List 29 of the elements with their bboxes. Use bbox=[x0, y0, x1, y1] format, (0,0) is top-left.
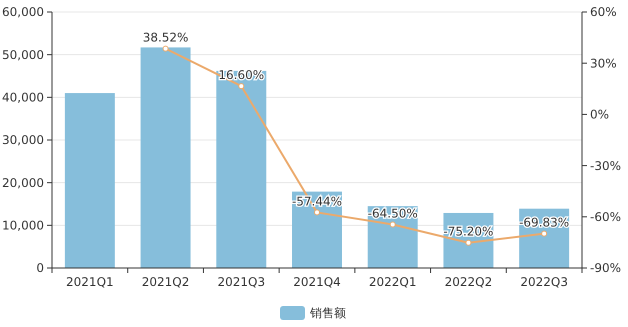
data-label: -75.20% bbox=[443, 224, 494, 239]
bar bbox=[216, 70, 266, 268]
bar bbox=[140, 47, 191, 268]
y2-tick-label: 30% bbox=[590, 56, 617, 70]
data-label: -69.83% bbox=[519, 216, 570, 230]
y-tick-label: 60,000 bbox=[2, 5, 44, 20]
y2-tick-label: -90% bbox=[590, 261, 622, 276]
bar bbox=[64, 93, 115, 268]
data-label: 16.60% bbox=[218, 68, 264, 82]
data-label: 38.52% bbox=[142, 30, 188, 45]
y2-tick-label: -30% bbox=[590, 158, 622, 173]
y2-tick-label: 0% bbox=[590, 108, 610, 122]
y-tick-label: 0 bbox=[36, 261, 44, 276]
x-tick-label: 2022Q3 bbox=[520, 275, 568, 289]
y2-tick-label: -60% bbox=[590, 210, 622, 224]
y-tick-label: 40,000 bbox=[2, 90, 44, 105]
x-tick-label: 2022Q1 bbox=[368, 275, 417, 289]
x-tick-label: 2021Q4 bbox=[293, 275, 341, 289]
y2-tick-label: 60% bbox=[590, 5, 617, 20]
x-tick-label: 2021Q1 bbox=[66, 275, 114, 289]
y-tick-label: 20,000 bbox=[2, 176, 44, 190]
x-tick-label: 2021Q3 bbox=[217, 275, 266, 289]
y-tick-label: 50,000 bbox=[2, 48, 44, 62]
x-tick-label: 2022Q2 bbox=[444, 275, 492, 289]
legend-label: 销售额 bbox=[309, 306, 346, 320]
y-tick-label: 30,000 bbox=[2, 133, 44, 148]
x-tick-label: 2021Q2 bbox=[142, 275, 190, 289]
y-tick-label: 10,000 bbox=[2, 218, 44, 233]
data-label: -64.50% bbox=[368, 206, 418, 220]
